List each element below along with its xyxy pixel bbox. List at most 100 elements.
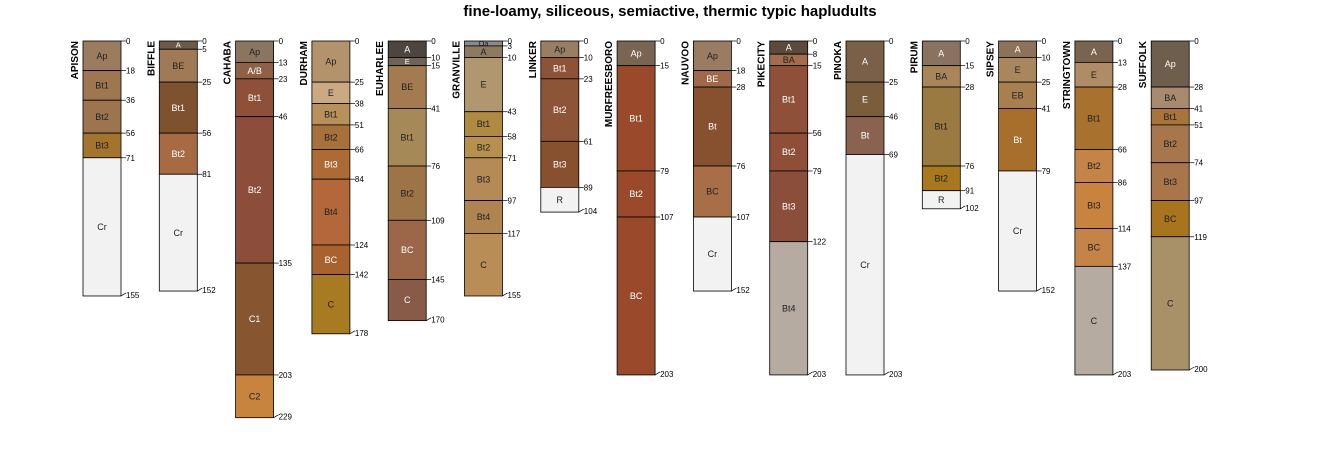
depth-tick	[578, 208, 584, 213]
depth-label: 97	[1194, 197, 1203, 206]
depth-tick	[654, 371, 661, 376]
depth-tick	[349, 330, 356, 335]
soil-profile-cahaba: CAHABA Ap 0 A/B 13 Bt1 23 Bt2 46 C1 135 C2 203 229	[223, 37, 293, 422]
horizon-block	[769, 170, 809, 243]
depth-tick	[807, 371, 813, 376]
horizon-label: Bt4	[324, 207, 338, 217]
horizon-label: BC	[325, 255, 338, 265]
depth-label: 58	[508, 132, 517, 141]
horizon-label: Bt3	[324, 160, 338, 170]
depth-label: 13	[1118, 58, 1127, 67]
horizon-block	[464, 111, 503, 137]
horizon-label: BC	[1088, 243, 1101, 253]
horizon-block	[82, 99, 122, 134]
horizon-label: C1	[249, 314, 261, 324]
horizon-label: Bt	[861, 131, 870, 141]
horizon-label: Oa	[478, 39, 489, 48]
horizon-block	[1074, 265, 1114, 376]
profile-name-label: NAUVOO	[680, 41, 691, 85]
depth-label: 119	[1194, 233, 1207, 242]
depth-label: 23	[584, 75, 593, 84]
depth-label: 51	[355, 121, 364, 130]
depth-label: 203	[660, 370, 674, 379]
horizon-block	[82, 40, 122, 72]
horizon-label: Cr	[97, 222, 107, 232]
depth-label: 124	[355, 241, 369, 250]
depth-label: 0	[1118, 37, 1123, 46]
horizon-block	[921, 40, 961, 67]
horizon-label: Bt1	[553, 63, 567, 73]
horizon-label: Bt1	[935, 122, 949, 132]
horizon-block	[82, 157, 122, 297]
horizon-label: BA	[935, 72, 947, 82]
horizon-label: Cr	[860, 260, 870, 270]
depth-label: 76	[965, 162, 974, 171]
horizon-label: Bt	[708, 122, 717, 132]
depth-tick	[1036, 287, 1042, 292]
depth-label: 18	[736, 67, 745, 76]
depth-label: 155	[508, 291, 522, 300]
horizon-label: E	[862, 95, 868, 105]
depth-tick	[1189, 366, 1195, 371]
horizon-label: E	[480, 80, 486, 90]
depth-tick	[426, 317, 432, 321]
horizon-label: Ap	[1165, 59, 1176, 69]
depth-label: 107	[660, 213, 674, 222]
depth-label: 203	[1118, 370, 1132, 379]
horizon-label: Cr	[174, 228, 184, 238]
horizon-label: BE	[401, 82, 413, 92]
depth-label: 15	[813, 62, 822, 71]
horizon-label: BA	[1164, 93, 1176, 103]
depth-label: 10	[584, 53, 593, 62]
depth-label: 155	[126, 291, 140, 300]
horizon-label: BC	[401, 245, 414, 255]
depth-label: 122	[813, 238, 827, 247]
horizon-block	[998, 170, 1037, 292]
horizon-label: Bt2	[324, 132, 338, 142]
horizon-label: Bt1	[95, 81, 109, 91]
horizon-block	[1150, 236, 1190, 371]
horizon-block	[464, 157, 503, 201]
soil-profile-nauvoo: NAUVOO Ap 0 BE 18 Bt 28 BC 76 Cr 107 152	[680, 37, 750, 295]
depth-label: 0	[355, 37, 360, 46]
depth-label: 18	[126, 67, 135, 76]
horizon-label: Bt1	[782, 95, 796, 105]
depth-label: 0	[508, 37, 513, 46]
soil-profile-apison: APISON Ap 0 Bt1 18 Bt2 36 Bt3 56 Cr 71 155	[70, 37, 140, 300]
horizon-label: Ap	[554, 44, 565, 54]
horizon-block	[769, 132, 809, 172]
horizon-block	[1074, 61, 1114, 88]
horizon-label: Ap	[96, 51, 107, 61]
profile-name-label: EUHARLEE	[375, 41, 386, 96]
horizon-block	[693, 86, 732, 167]
horizon-label: Bt3	[553, 160, 567, 170]
horizon-label: Ap	[707, 51, 718, 61]
horizon-label: E	[328, 88, 334, 98]
depth-label: 66	[1118, 146, 1127, 155]
depth-label: 15	[660, 62, 669, 71]
horizon-block	[235, 262, 275, 376]
depth-label: 81	[202, 170, 211, 179]
horizon-block	[921, 86, 961, 167]
horizon-label: Bt3	[1087, 201, 1101, 211]
horizon-label: R	[557, 195, 564, 205]
depth-label: 0	[965, 37, 970, 46]
profile-name-label: LINKER	[528, 40, 539, 78]
horizon-label: A/B	[247, 66, 262, 76]
depth-label: 74	[1194, 159, 1203, 168]
horizon-block	[464, 200, 503, 234]
horizon-label: BC	[630, 291, 643, 301]
profile-name-label: BIFFLE	[146, 41, 157, 76]
horizon-label: Bt4	[477, 212, 491, 222]
horizon-block	[235, 116, 275, 264]
horizon-block	[235, 78, 275, 118]
depth-label: 10	[508, 53, 517, 62]
depth-tick	[883, 371, 890, 376]
horizon-label: C	[1091, 316, 1098, 326]
horizon-label: Bt3	[782, 201, 796, 211]
horizon-label: Cr	[708, 249, 718, 259]
horizon-label: Ap	[249, 47, 260, 57]
depth-label: 117	[508, 229, 521, 238]
horizon-label: BA	[783, 55, 795, 65]
profile-name-label: PIRUM	[909, 41, 920, 73]
